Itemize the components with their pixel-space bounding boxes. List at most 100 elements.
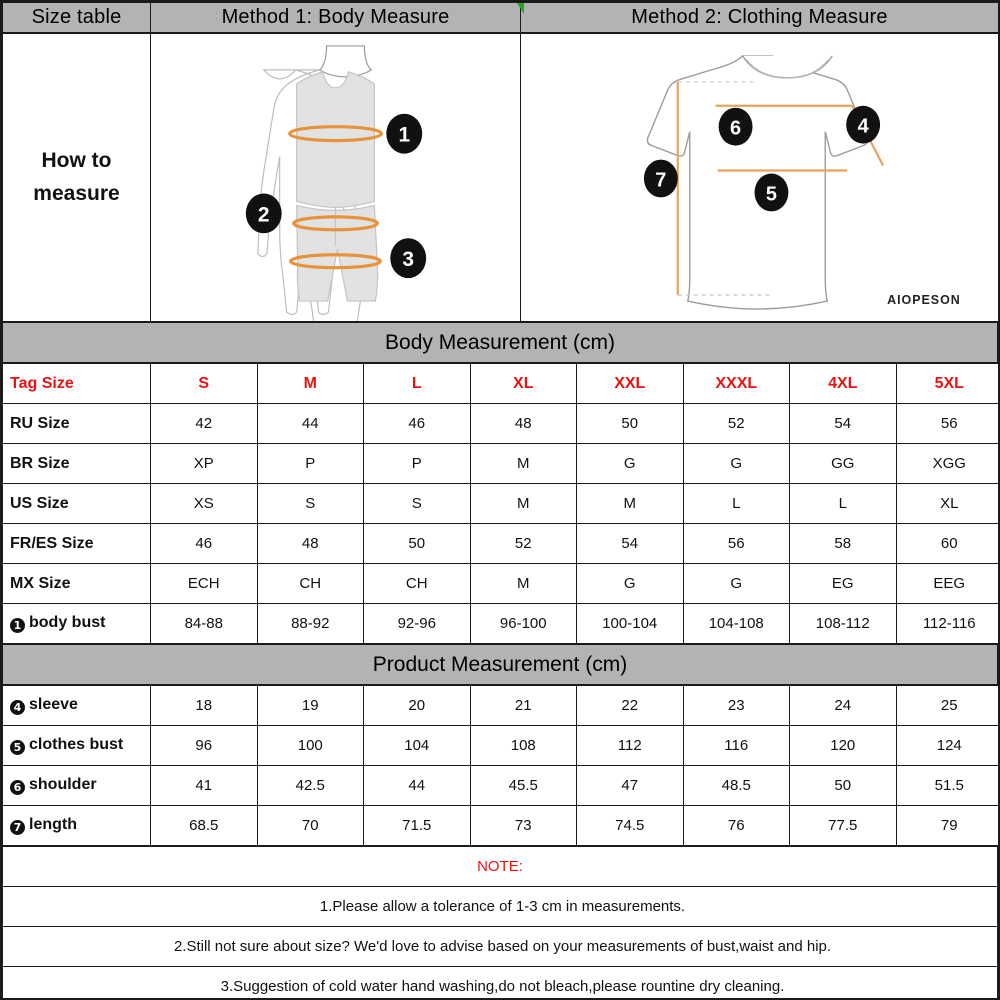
waist-band	[292, 215, 379, 232]
marker-6-icon: 6	[10, 780, 25, 795]
cell-value: 96	[150, 725, 258, 766]
header-method-1: Method 1: Body Measure	[150, 2, 521, 33]
note-table: NOTE: 1.Please allow a tolerance of 1-3 c…	[2, 846, 998, 1000]
cell-value: 23	[682, 685, 790, 726]
body-badge-1: 1	[386, 113, 423, 154]
cell-value: 19	[256, 685, 364, 726]
row-label-text: shoulder	[29, 776, 97, 793]
size-column-header-M: M	[256, 363, 364, 404]
cell-value: 42.5	[256, 765, 364, 806]
body-measurement-banner-row: Body Measurement (cm)	[2, 322, 998, 363]
top-header-row: Size table Method 1: Body Measure Method…	[2, 2, 999, 33]
top-header-table: Size table Method 1: Body Measure Method…	[2, 2, 999, 33]
cell-value: EG	[789, 563, 897, 604]
cell-value: 92-96	[363, 603, 471, 644]
table-row: FR/ES Size 46 48 50 52 54 56 58 60	[2, 523, 1000, 564]
cell-value: 104	[363, 725, 471, 766]
cell-value: 120	[789, 725, 897, 766]
svg-text:5: 5	[766, 183, 777, 205]
cell-value: 84-88	[150, 603, 258, 644]
cell-value: 74.5	[576, 805, 684, 846]
row-label-us-size: US Size	[2, 483, 151, 524]
cell-value: 60	[895, 523, 1000, 564]
header-method-2: Method 2: Clothing Measure	[520, 2, 999, 33]
row-label-mx-size: MX Size	[2, 563, 151, 604]
green-artifact-marker	[517, 3, 524, 14]
cell-value: 68.5	[150, 805, 258, 846]
cell-value: L	[682, 483, 790, 524]
row-label-shoulder: 6 shoulder	[2, 765, 151, 806]
svg-text:6: 6	[730, 118, 741, 140]
cell-value: 100	[256, 725, 364, 766]
cell-value: 58	[789, 523, 897, 564]
cell-value: M	[469, 443, 577, 484]
cell-value: XL	[895, 483, 1000, 524]
cell-value: M	[469, 483, 577, 524]
row-label-text: RU Size	[10, 414, 70, 432]
clothing-badge-7: 7	[643, 159, 678, 198]
body-badge-2: 2	[245, 193, 282, 234]
cell-value: 50	[789, 765, 897, 806]
size-column-header-XXXL: XXXL	[682, 363, 790, 404]
size-header-row: Tag Size S M L XL XXL XXXL 4XL 5XL	[2, 363, 1000, 404]
cell-value: 108-112	[789, 603, 897, 644]
cell-value: 20	[363, 685, 471, 726]
table-row: 6 shoulder 41 42.5 44 45.5 47 48.5 50 51.5	[2, 765, 1000, 806]
how-to-measure-cell: How to measure	[2, 33, 151, 322]
cell-value: 56	[682, 523, 790, 564]
svg-text:4: 4	[858, 116, 869, 138]
cell-value: 48.5	[682, 765, 790, 806]
note-line-row: 1.Please allow a tolerance of 1-3 cm in …	[2, 886, 998, 927]
cell-value: 116	[682, 725, 790, 766]
marker-5-icon: 5	[10, 740, 25, 755]
cell-value: 42	[150, 403, 258, 444]
body-measurement-banner: Body Measurement (cm)	[2, 322, 998, 363]
cell-value: 52	[469, 523, 577, 564]
cell-value: G	[576, 443, 684, 484]
cell-value: 24	[789, 685, 897, 726]
row-label-text: sleeve	[29, 696, 78, 713]
table-row: 4 sleeve 18 19 20 21 22 23 24 25	[2, 685, 1000, 726]
cell-value: 46	[363, 403, 471, 444]
svg-text:1: 1	[398, 124, 410, 147]
marker-4-icon: 4	[10, 700, 25, 715]
cell-value: L	[789, 483, 897, 524]
row-label-length: 7 length	[2, 805, 151, 846]
cell-value: S	[363, 483, 471, 524]
body-measure-figure-cell: 1 2 3	[150, 33, 521, 322]
table-row: RU Size 42 44 46 48 50 52 54 56	[2, 403, 1000, 444]
brand-watermark: AIOPESON	[887, 293, 961, 307]
cell-value: 52	[682, 403, 790, 444]
clothing-measure-figure-cell: 6 4 7 5 AIOPESON	[520, 33, 999, 322]
table-row: 5 clothes bust 96 100 104 108 112 116 120 124	[2, 725, 1000, 766]
product-measurement-banner: Product Measurement (cm)	[2, 644, 998, 685]
note-title-row: NOTE:	[2, 846, 998, 887]
cell-value: XP	[150, 443, 258, 484]
cell-value: 54	[576, 523, 684, 564]
cell-value: XS	[150, 483, 258, 524]
note-line-row: 2.Still not sure about size? We'd love t…	[2, 926, 998, 967]
table-row: 1 body bust 84-88 88-92 92-96 96-100 100-104 10…	[2, 603, 1000, 644]
cell-value: CH	[363, 563, 471, 604]
row-label-text: BR Size	[10, 454, 70, 472]
note-line: 3.Suggestion of cold water hand washing,…	[2, 966, 998, 1000]
size-column-header-5XL: 5XL	[895, 363, 1000, 404]
illustration-row: How to measure	[2, 33, 999, 322]
cell-value: 18	[150, 685, 258, 726]
cell-value: 25	[895, 685, 1000, 726]
cell-value: 48	[469, 403, 577, 444]
cell-value: 51.5	[895, 765, 1000, 806]
row-label-sleeve: 4 sleeve	[2, 685, 151, 726]
cell-value: EEG	[895, 563, 1000, 604]
body-badge-3: 3	[390, 238, 427, 279]
row-label-text: length	[29, 816, 77, 833]
cell-value: 112-116	[895, 603, 1000, 644]
cell-value: GG	[789, 443, 897, 484]
svg-text:3: 3	[402, 248, 414, 271]
row-label-br-size: BR Size	[2, 443, 151, 484]
clothing-badge-6: 6	[718, 107, 753, 146]
cell-value: 50	[363, 523, 471, 564]
cell-value: 45.5	[469, 765, 577, 806]
note-line: 2.Still not sure about size? We'd love t…	[2, 926, 998, 967]
